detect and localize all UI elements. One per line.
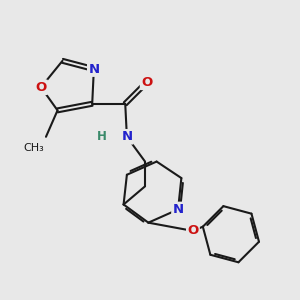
Text: O: O: [141, 76, 152, 89]
Text: H: H: [97, 130, 107, 143]
Text: N: N: [88, 63, 99, 76]
Text: CH₃: CH₃: [24, 143, 44, 153]
Text: N: N: [172, 203, 184, 216]
Text: N: N: [121, 130, 132, 143]
Text: O: O: [187, 224, 199, 237]
Text: O: O: [35, 81, 46, 94]
